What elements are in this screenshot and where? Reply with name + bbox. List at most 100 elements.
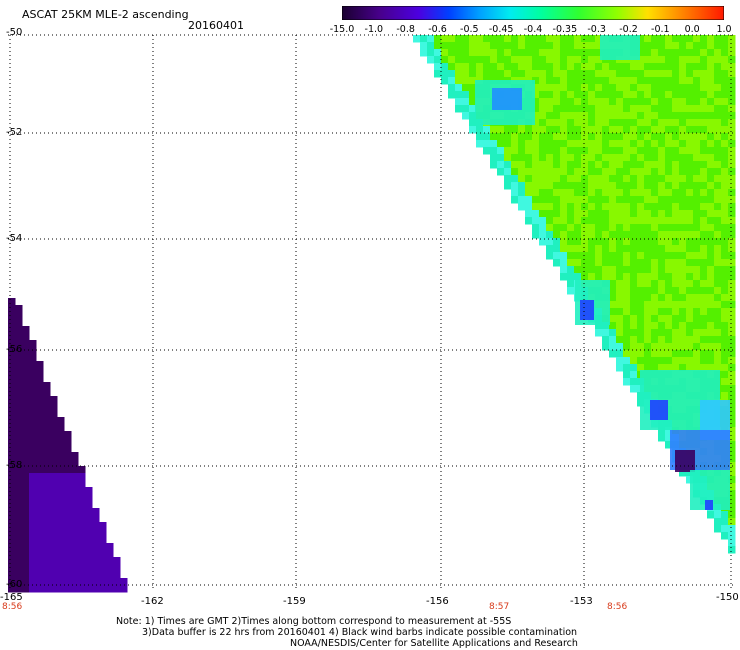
swath-cell: [588, 231, 596, 239]
swath-cell-left: [36, 361, 44, 369]
swath-cell: [553, 35, 561, 43]
swath-cell: [686, 42, 694, 50]
swath-cell: [665, 112, 673, 120]
swath-cell: [532, 161, 540, 169]
swath-cell: [623, 147, 631, 155]
swath-cell: [679, 91, 687, 99]
swath-cell: [686, 469, 694, 477]
swath-cell-left: [36, 389, 44, 397]
swath-cell-left: [8, 368, 16, 376]
swath-cell: [714, 343, 722, 351]
swath-cell: [665, 147, 673, 155]
swath-cell-left: [8, 452, 16, 460]
swath-cell: [693, 168, 701, 176]
swath-cell-left: [22, 557, 30, 565]
swath-cell: [574, 203, 582, 211]
swath-cell: [560, 189, 568, 197]
swath-cell: [644, 161, 652, 169]
swath-cell-left: [106, 557, 114, 565]
swath-cell: [532, 126, 540, 134]
swath-cell: [686, 154, 694, 162]
swath-cell: [707, 357, 715, 365]
swath-cell: [672, 168, 680, 176]
swath-cell-left: [64, 536, 72, 544]
swath-cell: [595, 322, 603, 330]
swath-cell: [427, 35, 435, 43]
swath-cell: [574, 147, 582, 155]
swath-cell: [644, 49, 652, 57]
swath-cell: [644, 322, 652, 330]
swath-cell: [588, 217, 596, 225]
swath-cell: [700, 343, 708, 351]
swath-cell: [721, 392, 729, 400]
swath-cell: [714, 84, 722, 92]
swath-cell: [679, 70, 687, 78]
swath-cell: [672, 154, 680, 162]
swath-cell: [623, 224, 631, 232]
swath-cell-left: [15, 508, 23, 516]
swath-cell: [665, 168, 673, 176]
swath-cell-left: [78, 508, 86, 516]
swath-cell-left: [29, 424, 37, 432]
swath-cell: [728, 476, 736, 484]
swath-cell: [700, 133, 708, 141]
swath-cell-left: [15, 466, 23, 474]
swath-cell: [679, 301, 687, 309]
swath-cell-left: [22, 361, 30, 369]
swath-cell: [609, 133, 617, 141]
swath-cell-left: [43, 550, 51, 558]
swath-cell: [455, 70, 463, 78]
swath-cell: [637, 343, 645, 351]
swath-cell-left: [22, 515, 30, 523]
swath-cell: [588, 266, 596, 274]
swath-cell: [672, 266, 680, 274]
swath-cell: [700, 336, 708, 344]
swath-cell: [700, 322, 708, 330]
swath-cell: [658, 168, 666, 176]
swath-cell-left: [50, 445, 58, 453]
swath-cell-left: [85, 564, 93, 572]
swath-cell: [679, 294, 687, 302]
swath-cell: [518, 182, 526, 190]
swath-cell: [672, 238, 680, 246]
swath-cell-left: [50, 459, 58, 467]
swath-cell: [672, 315, 680, 323]
swath-cell: [609, 175, 617, 183]
swath-cell: [714, 259, 722, 267]
swath-cell: [525, 161, 533, 169]
swath-cell: [637, 273, 645, 281]
swath-cell: [595, 154, 603, 162]
swath-cell: [700, 301, 708, 309]
swath-cell: [574, 70, 582, 78]
swath-cell: [518, 140, 526, 148]
swath-cell: [665, 336, 673, 344]
swath-cell-left: [43, 578, 51, 586]
swath-cell-left: [64, 508, 72, 516]
swath-cell: [721, 98, 729, 106]
swath-cell: [665, 350, 673, 358]
swath-cell: [623, 119, 631, 127]
swath-cell: [623, 105, 631, 113]
swath-cell: [728, 462, 736, 470]
swath-cell: [574, 175, 582, 183]
swath-cell: [560, 238, 568, 246]
swath-cell: [665, 273, 673, 281]
swath-cell: [679, 182, 687, 190]
swath-cell-left: [29, 368, 37, 376]
swath-cell-left: [78, 494, 86, 502]
swath-cell: [497, 35, 505, 43]
swath-cell: [560, 84, 568, 92]
swath-cell: [553, 119, 561, 127]
swath-cell: [616, 133, 624, 141]
swath-cell: [546, 147, 554, 155]
swath-cell: [637, 98, 645, 106]
swath-cell: [700, 161, 708, 169]
swath-cell-left: [50, 543, 58, 551]
swath-cell: [546, 126, 554, 134]
swath-cell: [714, 133, 722, 141]
swath-cell-left: [15, 396, 23, 404]
swath-cell: [567, 280, 575, 288]
swath-cell: [595, 203, 603, 211]
swath-cell-left: [29, 382, 37, 390]
swath-cell: [630, 301, 638, 309]
